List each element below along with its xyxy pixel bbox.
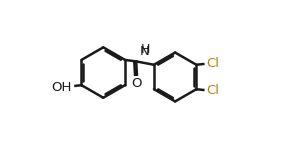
- Text: Cl: Cl: [206, 57, 219, 70]
- Text: Cl: Cl: [206, 84, 219, 97]
- Text: OH: OH: [51, 81, 71, 94]
- Text: O: O: [131, 77, 142, 90]
- Text: N: N: [139, 45, 149, 58]
- Text: H: H: [141, 43, 150, 56]
